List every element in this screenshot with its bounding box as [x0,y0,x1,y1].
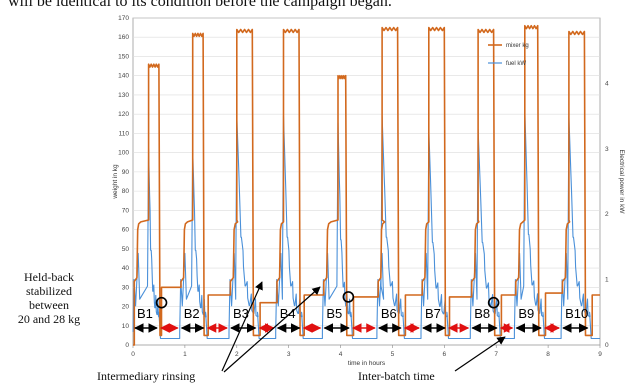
batch-label: B1 [137,306,153,321]
batch-label: B4 [280,306,296,321]
x-tick-label: 8 [546,351,550,358]
x-tick-label: 6 [443,351,447,358]
mixer-line [133,24,600,346]
legend-mixer-label: mixer kg [506,43,529,49]
fuel-line [132,109,600,340]
right-axis-label: Electrical power in kW [618,150,625,215]
held-back-line-4: 20 and 28 kg [17,312,81,326]
held-back-circle [155,296,168,309]
batch-label: B6 [381,306,397,321]
x-axis-label: time in hours [348,360,386,367]
left-tick-label: 60 [122,227,130,234]
right-tick-label: 0 [605,342,609,349]
x-tick-label: 7 [494,351,498,358]
top-caption: will be identical to its condition befor… [8,0,392,10]
gridlines [133,17,600,327]
x-tick-label: 5 [391,351,395,358]
left-tick-label: 50 [122,246,130,253]
left-tick-label: 160 [118,34,129,41]
batch-label: B3 [233,306,249,321]
legend-fuel-label: fuel kW [506,61,526,67]
x-tick-label: 2 [235,351,239,358]
held-back-circles [155,291,500,309]
left-tick-label: 80 [122,188,130,195]
left-axis-label: weight in kg [112,164,119,200]
held-back-note: Held-back stabilized between 20 and 28 k… [4,270,94,326]
left-tick-label: 110 [119,130,130,137]
right-tick-label: 3 [605,146,609,153]
left-tick-label: 100 [118,150,129,157]
right-tick-label: 2 [605,211,609,218]
left-axis-ticks: 0 10 20 30 40 50 60 70 80 90 100 110 120 130 140 150 160… [118,15,129,349]
rinsing-pointer-2 [223,286,321,373]
left-tick-label: 10 [122,323,130,330]
x-tick-label: 3 [287,351,291,358]
batch-label: B10 [565,306,588,321]
batch-label: B2 [184,306,200,321]
left-tick-label: 20 [122,304,130,311]
legend: mixer kg fuel kW [488,43,529,67]
batch-label: B9 [518,306,534,321]
left-tick-label: 150 [118,53,129,60]
interbatch-pointer [454,336,506,372]
x-tick-label: 9 [598,351,602,358]
fuel-series [132,109,600,340]
inter-batch-time-label: Inter-batch time [358,369,435,383]
left-tick-label: 120 [118,111,129,118]
left-tick-label: 40 [122,265,130,272]
annotation-pointers [221,281,506,373]
x-tick-label: 0 [131,351,135,358]
right-axis-ticks: 0 1 2 3 4 [605,80,609,349]
held-back-line-1: Held-back [24,270,74,284]
held-back-line-2: stabilized [26,284,72,298]
right-tick-label: 4 [605,80,609,87]
mixer-series [133,24,600,346]
left-tick-label: 90 [122,169,130,176]
held-back-circle [342,291,355,303]
x-tick-label: 1 [183,351,187,358]
rinsing-pointer-1 [221,281,263,372]
batch-label: B7 [425,306,441,321]
batch-labels: B1 B2 B3 B4 B5 B6 B7 B8 B9 B10 [137,306,588,321]
left-tick-label: 70 [122,207,130,214]
held-back-circle [487,296,500,309]
left-tick-label: 130 [118,92,129,99]
x-tick-label: 4 [339,351,343,358]
right-tick-label: 1 [605,277,609,284]
left-tick-label: 30 [122,284,130,291]
intermediary-rinsing-label: Intermediary rinsing [97,369,196,383]
left-tick-label: 0 [125,342,129,349]
batch-label: B8 [474,306,490,321]
x-axis-ticks: 0 1 2 3 4 5 6 7 8 9 [131,345,602,358]
left-tick-label: 140 [118,73,129,80]
batch-label: B5 [326,306,342,321]
left-tick-label: 170 [118,15,129,22]
held-back-line-3: between [29,298,69,312]
